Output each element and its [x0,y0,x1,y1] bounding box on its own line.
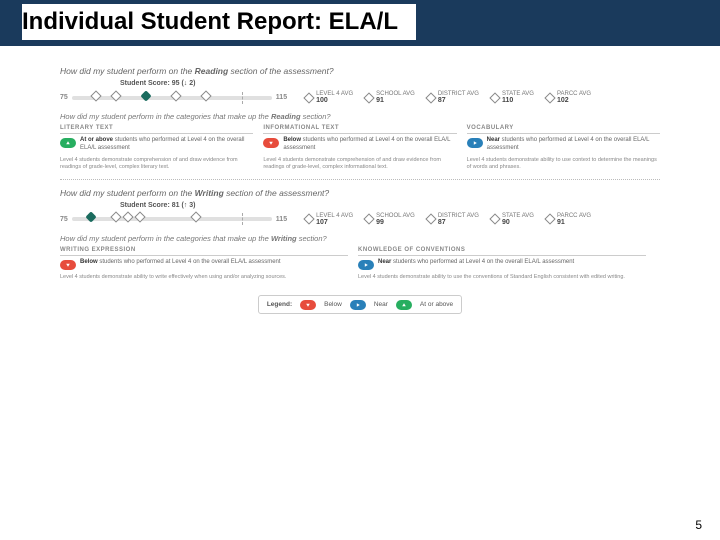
diamond-icon [363,214,374,225]
avg-item: STATE AVG110 [491,91,534,104]
right-arrow-icon [358,260,374,270]
writing-sub-question: How did my student perform in the catego… [60,234,660,243]
diamond-icon [303,92,314,103]
diamond-icon [425,214,436,225]
scale-dash-icon [242,92,243,104]
scale-student-marker-icon [140,90,151,101]
legend-near: Near [374,301,388,308]
writing-categories: WRITING EXPRESSION Below students who pe… [60,247,660,281]
up-arrow-icon [396,300,412,310]
avg-item: STATE AVG90 [491,213,534,226]
category-desc: Level 4 students demonstrate comprehensi… [60,157,253,171]
avg-item: PARCC AVG102 [546,91,591,104]
down-arrow-icon [60,260,76,270]
avg-item: DISTRICT AVG87 [427,91,479,104]
legend-below: Below [324,301,342,308]
down-arrow-icon [300,300,316,310]
category-conventions: KNOWLEDGE OF CONVENTIONS Near students w… [358,247,646,281]
category-desc: Level 4 students demonstrate ability to … [467,157,660,171]
scale-marker-icon [134,212,145,223]
reading-categories: LITERARY TEXT At or above students who p… [60,125,660,171]
slide-title: Individual Student Report: ELA/L [22,4,416,42]
title-underline [22,40,698,43]
scale-marker-icon [170,90,181,101]
category-blurb: Below students who performed at Level 4 … [283,137,456,153]
writing-question: How did my student perform on the Writin… [60,188,660,198]
reading-question: How did my student perform on the Readin… [60,66,660,76]
right-arrow-icon [350,300,366,310]
scale-marker-icon [190,212,201,223]
page-number: 5 [695,518,702,532]
diamond-icon [544,214,555,225]
legend-at-above: At or above [420,301,453,308]
avg-item: LEVEL 4 AVG107 [305,213,353,226]
category-blurb: At or above students who performed at Le… [80,137,253,153]
legend-label: Legend: [267,301,292,308]
scale-dash-icon [242,213,243,225]
avg-item: LEVEL 4 AVG100 [305,91,353,104]
avg-item: SCHOOL AVG91 [365,91,415,104]
reading-scale-bar [72,96,272,100]
diamond-icon [489,92,500,103]
reading-student-score: Student Score: 95 (↓ 2) [120,80,660,87]
category-desc: Level 4 students demonstrate ability to … [60,274,348,281]
category-blurb: Near students who performed at Level 4 o… [487,137,660,153]
avg-item: DISTRICT AVG87 [427,213,479,226]
diamond-icon [489,214,500,225]
scale-student-marker-icon [85,212,96,223]
category-desc: Level 4 students demonstrate ability to … [358,274,646,281]
writing-scale-bar [72,217,272,221]
writing-scale-row: 75 115 LEVEL 4 AVG107 SCHOOL AVG99 DISTR… [60,213,660,226]
scale-marker-icon [122,212,133,223]
reading-scale-min: 75 [60,94,68,101]
diamond-icon [303,214,314,225]
diamond-icon [363,92,374,103]
reading-scale-row: 75 115 LEVEL 4 AVG100 SCHOOL AVG91 DISTR… [60,91,660,104]
reading-sub-question: How did my student perform in the catego… [60,112,660,121]
writing-scale-min: 75 [60,216,68,223]
writing-student-score: Student Score: 81 (↑ 3) [120,202,660,209]
category-vocabulary: VOCABULARY Near students who performed a… [467,125,660,171]
writing-scale-max: 115 [276,216,287,223]
scale-marker-icon [200,90,211,101]
reading-scale-max: 115 [276,94,287,101]
avg-item: SCHOOL AVG99 [365,213,415,226]
reading-averages: LEVEL 4 AVG100 SCHOOL AVG91 DISTRICT AVG… [305,91,591,104]
scale-marker-icon [90,90,101,101]
section-divider [60,179,660,180]
report-body: How did my student perform on the Readin… [60,60,660,314]
up-arrow-icon [60,138,76,148]
category-desc: Level 4 students demonstrate comprehensi… [263,157,456,171]
category-blurb: Below students who performed at Level 4 … [80,259,281,267]
category-blurb: Near students who performed at Level 4 o… [378,259,574,267]
scale-marker-icon [110,212,121,223]
diamond-icon [544,92,555,103]
scale-marker-icon [110,90,121,101]
legend: Legend: Below Near At or above [258,295,462,314]
legend-wrapper: Legend: Below Near At or above [60,287,660,314]
category-writing-expression: WRITING EXPRESSION Below students who pe… [60,247,348,281]
down-arrow-icon [263,138,279,148]
right-arrow-icon [467,138,483,148]
category-literary-text: LITERARY TEXT At or above students who p… [60,125,253,171]
avg-item: PARCC AVG91 [546,213,591,226]
writing-averages: LEVEL 4 AVG107 SCHOOL AVG99 DISTRICT AVG… [305,213,591,226]
category-informational-text: INFORMATIONAL TEXT Below students who pe… [263,125,456,171]
diamond-icon [425,92,436,103]
